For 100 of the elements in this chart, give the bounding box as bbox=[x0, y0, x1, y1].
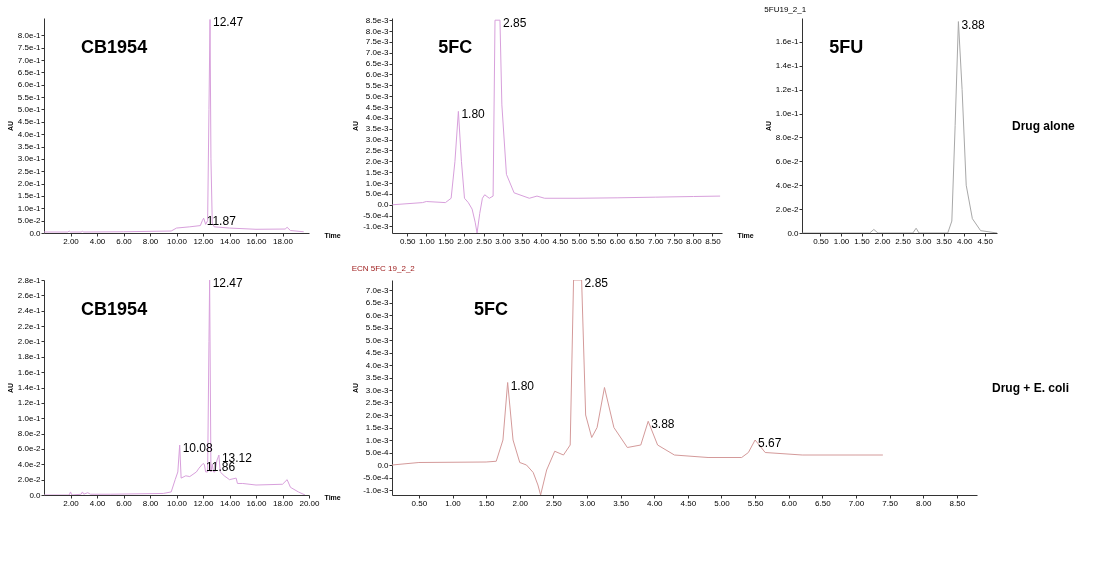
y-tick-label: 2.0e-2 bbox=[17, 475, 42, 485]
chart-subtitle: 5FU19_2_1 bbox=[764, 5, 807, 14]
x-tick-label: 0.50 bbox=[399, 236, 417, 246]
annotation: 11.87 bbox=[206, 214, 237, 229]
y-tick-label: 4.0e-3 bbox=[365, 113, 390, 123]
x-tick-label: 4.00 bbox=[89, 236, 106, 246]
y-tick-label: 5.0e-4 bbox=[365, 189, 390, 199]
y-tick-label: 1.6e-1 bbox=[17, 367, 42, 377]
y-tick-label: 2.0e-1 bbox=[17, 336, 42, 346]
x-tick-label: 10.00 bbox=[166, 236, 188, 246]
y-tick-label: 0.0 bbox=[29, 228, 42, 238]
y-tick-label: 5.5e-3 bbox=[365, 323, 390, 332]
x-tick-label: 6.50 bbox=[628, 236, 645, 246]
x-tick-label: 12.00 bbox=[193, 498, 215, 508]
y-tick-label: 1.0e-3 bbox=[365, 435, 390, 445]
x-tick-label: 2.00 bbox=[63, 236, 80, 246]
x-tick-label: 1.00 bbox=[445, 498, 462, 508]
x-tick-label: 3.00 bbox=[915, 236, 932, 246]
x-tick-label: 8.00 bbox=[915, 498, 933, 508]
y-tick-label: 5.5e-3 bbox=[365, 80, 390, 90]
x-tick-label: 2.00 bbox=[457, 236, 474, 246]
x-tick-label: 1.00 bbox=[419, 236, 436, 246]
y-tick-label: 6.0e-3 bbox=[365, 69, 390, 79]
x-tick-label: 14.00 bbox=[219, 236, 241, 246]
y-tick-label: 8.0e-2 bbox=[775, 132, 800, 142]
y-tick-label: 6.0e-3 bbox=[365, 310, 390, 320]
y-tick-label: -5.0e-4 bbox=[363, 211, 390, 221]
y-tick-label: 8.0e-1 bbox=[17, 30, 42, 40]
y-tick-label: 2.0e-3 bbox=[365, 156, 390, 166]
x-tick-label: 12.00 bbox=[193, 236, 215, 246]
y-tick-label: 5.0e-2 bbox=[17, 216, 42, 226]
y-tick-label: 3.0e-3 bbox=[365, 135, 390, 145]
x-tick-label: 2.00 bbox=[874, 236, 891, 246]
x-tick-label: 2.00 bbox=[63, 498, 80, 508]
y-tick-label: 3.0e-3 bbox=[365, 385, 390, 395]
x-tick-label: 18.00 bbox=[272, 236, 294, 246]
y-tick-label: 2.0e-3 bbox=[365, 410, 390, 420]
text: 5FU bbox=[829, 37, 864, 58]
y-tick-label: 7.5e-1 bbox=[17, 43, 42, 53]
y-tick-label: 1.2e-1 bbox=[775, 85, 800, 95]
y-tick-label: 2.0e-2 bbox=[775, 204, 800, 214]
x-tick-label: 7.50 bbox=[667, 236, 684, 246]
y-tick-label: 6.0e-1 bbox=[17, 80, 42, 90]
y-tick-label: 6.0e-2 bbox=[775, 156, 800, 166]
annotation: 2.85 bbox=[502, 16, 527, 31]
y-tick-label: 2.5e-1 bbox=[17, 166, 42, 176]
x-tick-label: 20.00 bbox=[299, 498, 321, 508]
x-tick-label: 6.00 bbox=[609, 236, 626, 246]
y-tick-label: -5.0e-4 bbox=[363, 473, 390, 482]
x-tick-label: 6.00 bbox=[781, 498, 798, 508]
line-series bbox=[44, 280, 306, 495]
y-tick-label: 8.0e-3 bbox=[365, 26, 390, 36]
x-tick-label: 7.50 bbox=[882, 498, 899, 508]
y-tick-label: 7.0e-3 bbox=[365, 285, 390, 295]
x-tick-label: 8.00 bbox=[686, 236, 703, 246]
y-tick-label: 7.5e-3 bbox=[365, 37, 390, 47]
x-tick-label: 4.50 bbox=[977, 236, 994, 246]
y-tick-label: 1.4e-1 bbox=[17, 383, 42, 392]
y-tick-label: 5.0e-4 bbox=[365, 448, 390, 457]
x-tick-label: 8.50 bbox=[949, 498, 966, 508]
text: Drug + E. coli bbox=[992, 380, 1070, 395]
y-tick-label: 0.0 bbox=[377, 200, 390, 210]
x-tick-label: 2.00 bbox=[512, 498, 529, 508]
y-tick-label: 2.8e-1 bbox=[17, 275, 42, 285]
x-tick-label: 3.50 bbox=[936, 236, 953, 246]
y-tick-label: 1.0e-1 bbox=[17, 203, 42, 213]
y-tick-label: 1.5e-3 bbox=[365, 423, 390, 432]
x-tick-label: 7.00 bbox=[848, 498, 865, 508]
y-tick-label: 3.0e-1 bbox=[17, 154, 42, 164]
y-tick-label: 1.2e-1 bbox=[17, 398, 42, 408]
x-tick-label: 3.00 bbox=[495, 236, 512, 246]
x-tick-label: 7.00 bbox=[647, 236, 665, 246]
y-tick-label: 8.0e-2 bbox=[17, 429, 42, 439]
x-tick-label: 18.00 bbox=[272, 498, 294, 508]
annotation: 3.88 bbox=[651, 417, 675, 432]
text: Drug alone bbox=[1012, 118, 1075, 133]
x-tick-label: 4.50 bbox=[680, 498, 697, 508]
x-tick-label: 3.50 bbox=[514, 236, 531, 246]
y-tick-label: -1.0e-3 bbox=[363, 485, 390, 495]
x-tick-label: 8.00 bbox=[142, 236, 159, 246]
x-tick-label: 3.50 bbox=[613, 498, 630, 508]
y-tick-label: 4.5e-3 bbox=[365, 102, 390, 112]
y-tick-label: 6.5e-3 bbox=[365, 298, 390, 307]
text: CB1954 bbox=[81, 37, 148, 58]
y-tick-label: 6.5e-3 bbox=[365, 59, 390, 69]
y-tick-label: 2.5e-3 bbox=[365, 398, 390, 407]
x-tick-label: 6.50 bbox=[815, 498, 832, 508]
x-tick-label: 3.00 bbox=[579, 498, 596, 508]
y-tick-label: 2.4e-1 bbox=[17, 306, 42, 316]
y-tick-label: 1.6e-1 bbox=[775, 37, 800, 47]
x-tick-label: 0.50 bbox=[411, 498, 428, 508]
x-tick-label: 4.00 bbox=[533, 236, 550, 246]
annotation: 2.85 bbox=[584, 276, 609, 290]
y-tick-label: 2.6e-1 bbox=[17, 290, 42, 300]
y-tick-label: 5.0e-3 bbox=[365, 91, 390, 101]
x-tick-label: 5.50 bbox=[747, 498, 764, 508]
y-tick-label: 0.0 bbox=[377, 460, 390, 470]
x-tick-label: 1.50 bbox=[478, 498, 495, 508]
x-tick-label: 6.00 bbox=[116, 498, 133, 508]
x-tick-label: 2.50 bbox=[546, 498, 563, 508]
